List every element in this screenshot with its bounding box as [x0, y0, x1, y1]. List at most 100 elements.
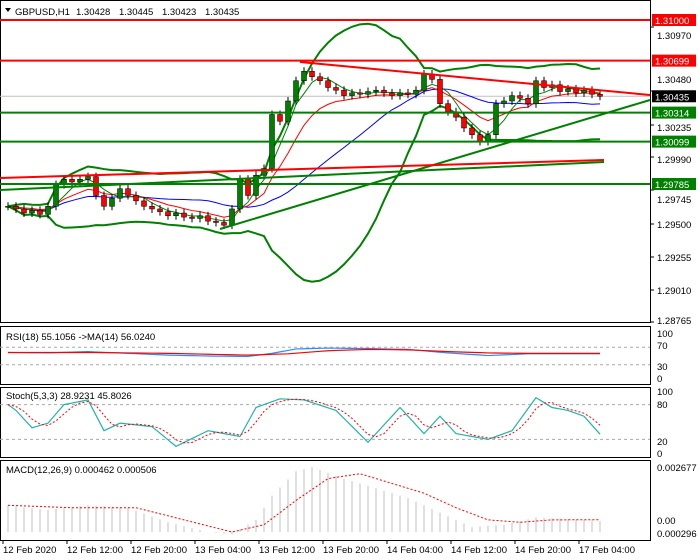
stoch-title: Stoch(5,3,3) 28.9231 45.8026: [6, 391, 132, 402]
bull-candle[interactable]: [285, 100, 291, 122]
bear-candle[interactable]: [189, 216, 195, 219]
bear-candle[interactable]: [525, 98, 531, 104]
ema-red-line: [7, 87, 601, 218]
header-background: [2, 4, 252, 18]
bear-candle[interactable]: [477, 134, 483, 142]
bull-candle[interactable]: [301, 71, 307, 81]
bull-candle[interactable]: [109, 197, 115, 207]
bull-candle[interactable]: [229, 208, 235, 226]
bear-candle[interactable]: [221, 222, 227, 226]
bear-candle[interactable]: [517, 95, 523, 99]
indicator-tick-label: 0: [657, 374, 662, 385]
bear-candle[interactable]: [333, 87, 339, 91]
price-tick-label: 1.29745: [657, 195, 691, 206]
bull-candle[interactable]: [45, 206, 51, 215]
bull-candle[interactable]: [509, 95, 515, 102]
trendlines: [0, 61, 651, 230]
bear-candle[interactable]: [573, 88, 579, 94]
bull-candle[interactable]: [29, 210, 35, 214]
bear-candle[interactable]: [461, 116, 467, 129]
bear-candle[interactable]: [589, 89, 595, 95]
bear-candle[interactable]: [125, 188, 131, 196]
bear-candle[interactable]: [13, 206, 19, 210]
bear-candle[interactable]: [141, 200, 147, 207]
bull-candle[interactable]: [421, 73, 427, 91]
bear-candle[interactable]: [101, 195, 107, 207]
bear-candle[interactable]: [213, 220, 219, 223]
bear-candle[interactable]: [277, 114, 283, 122]
bear-candle[interactable]: [245, 179, 251, 196]
time-tick-label: 13 Feb 20:00: [323, 545, 379, 556]
bear-candle[interactable]: [557, 84, 563, 92]
bear-candle[interactable]: [157, 208, 163, 212]
dropdown-triangle-icon[interactable]: [5, 8, 11, 12]
price-level-label: 1.31000: [655, 16, 689, 27]
bull-candle[interactable]: [253, 174, 259, 196]
bear-candle[interactable]: [437, 79, 443, 104]
price-plot: [0, 19, 650, 283]
indicator-tick-label: 30: [657, 362, 668, 373]
bear-candle[interactable]: [445, 103, 451, 113]
stoch-panel[interactable]: [0, 387, 651, 458]
bear-candle[interactable]: [389, 92, 395, 96]
bear-candle[interactable]: [357, 92, 363, 95]
bear-candle[interactable]: [21, 208, 27, 214]
price-tick-label: 1.29010: [657, 286, 691, 297]
price-tick-label: 1.28765: [657, 316, 691, 327]
resistance-trendline[interactable]: [299, 61, 651, 96]
bear-candle[interactable]: [381, 89, 387, 94]
time-axis: 12 Feb 2020 12 Feb 12:00 12 Feb 20:00 13 Fe…: [2, 540, 635, 556]
bull-candle[interactable]: [493, 103, 499, 135]
time-tick-label: 13 Feb 04:00: [195, 545, 251, 556]
bear-candle[interactable]: [205, 215, 211, 222]
bear-candle[interactable]: [325, 80, 331, 88]
rsi-title: RSI(18) 55.1056 ->MA(14) 56.0240: [6, 332, 155, 343]
bull-candle[interactable]: [293, 80, 299, 102]
bear-candle[interactable]: [469, 127, 475, 135]
bull-candle[interactable]: [85, 176, 91, 180]
bear-candle[interactable]: [341, 89, 347, 96]
bear-candle[interactable]: [165, 211, 171, 216]
price-tick-label: 1.30235: [657, 123, 691, 134]
bear-candle[interactable]: [317, 76, 323, 81]
time-tick-label: 12 Feb 2020: [3, 545, 56, 556]
time-tick-label: 13 Feb 12:00: [259, 545, 315, 556]
bull-candle[interactable]: [485, 134, 491, 142]
bull-candle[interactable]: [349, 92, 355, 96]
bull-candle[interactable]: [365, 91, 371, 95]
price-level-tag: [652, 14, 696, 26]
bull-candle[interactable]: [261, 168, 267, 176]
bear-candle[interactable]: [69, 179, 75, 183]
bear-candle[interactable]: [309, 71, 315, 77]
bull-candle[interactable]: [5, 206, 11, 208]
indicator-tick-label: 100: [657, 387, 673, 398]
stoch-d-line: [7, 398, 601, 444]
bear-candle[interactable]: [149, 206, 155, 210]
bull-candle[interactable]: [373, 89, 379, 92]
macd-panel[interactable]: [0, 460, 651, 541]
bull-candle[interactable]: [533, 80, 539, 104]
bear-candle[interactable]: [37, 210, 43, 215]
bull-candle[interactable]: [117, 188, 123, 199]
bear-candle[interactable]: [597, 93, 603, 97]
macd-signal-line: [7, 473, 601, 533]
stoch-plot: 100 80 200: [0, 387, 673, 460]
indicator-tick-label: 0: [657, 449, 662, 460]
bull-candle[interactable]: [413, 89, 419, 95]
bull-candle[interactable]: [397, 92, 403, 96]
rsi-panel[interactable]: [0, 326, 651, 385]
bear-candle[interactable]: [181, 212, 187, 218]
bull-candle[interactable]: [77, 179, 83, 183]
bear-candle[interactable]: [405, 92, 411, 95]
price-level-tag: [652, 135, 696, 148]
bull-candle[interactable]: [173, 212, 179, 216]
bull-candle[interactable]: [197, 215, 203, 219]
bear-candle[interactable]: [133, 195, 139, 202]
bull-candle[interactable]: [501, 100, 507, 104]
long-band-line: [0, 161, 605, 191]
bull-candle[interactable]: [565, 88, 571, 92]
indicator-tick-label: 70: [657, 341, 668, 352]
bull-candle[interactable]: [581, 89, 587, 94]
